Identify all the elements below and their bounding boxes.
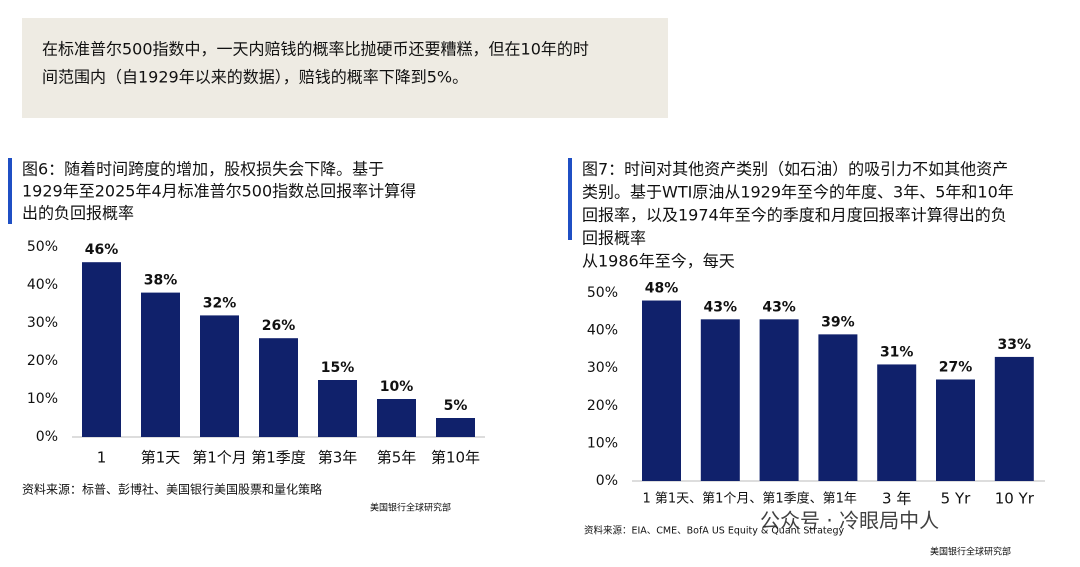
summary-box xyxy=(22,18,668,118)
bar xyxy=(318,380,357,437)
y-tick-label: 50% xyxy=(27,239,58,255)
x-tick-label: 第1个月 xyxy=(192,449,247,467)
chart-title: 类别。基于WTI原油从1929年至今的年度、3年、5年和10年 xyxy=(582,183,1014,202)
x-tick-label: 第1季度 xyxy=(251,449,306,467)
y-tick-label: 0% xyxy=(36,429,58,445)
credit: 美国银行全球研究部 xyxy=(370,502,451,514)
x-tick-label: 1 第1天、第1个月、第1季度、第1年 xyxy=(642,491,857,507)
y-tick-label: 40% xyxy=(587,323,618,339)
bar xyxy=(377,399,416,437)
data-label: 32% xyxy=(203,295,237,311)
bar xyxy=(642,300,681,481)
y-tick-label: 20% xyxy=(587,398,618,414)
source-note: 资料来源：标普、彭博社、美国银行美国股票和量化策略 xyxy=(22,482,322,497)
bar xyxy=(818,334,858,481)
accent-bar xyxy=(8,158,12,224)
chart-subtitle: 从1986年至今，每天 xyxy=(582,252,735,271)
y-tick-label: 10% xyxy=(587,435,618,451)
y-tick-label: 20% xyxy=(27,353,58,369)
bar xyxy=(936,379,975,481)
bar xyxy=(436,418,475,437)
data-label: 5% xyxy=(444,398,468,414)
data-label: 15% xyxy=(321,360,355,376)
data-label: 39% xyxy=(821,314,855,330)
x-tick-label: 5 Yr xyxy=(941,490,971,508)
y-tick-label: 10% xyxy=(27,391,58,407)
x-tick-label: 3 年 xyxy=(882,490,911,508)
chart-title: 图6：随着时间跨度的增加，股权损失会下降。基于 xyxy=(22,160,384,179)
accent-bar xyxy=(568,158,572,240)
data-label: 31% xyxy=(880,344,914,360)
bar xyxy=(759,319,799,481)
x-tick-label: 10 Yr xyxy=(995,490,1035,508)
credit: 美国银行全球研究部 xyxy=(930,546,1011,558)
data-label: 33% xyxy=(998,337,1032,353)
x-tick-label: 第3年 xyxy=(318,449,358,467)
chart-title: 回报概率 xyxy=(582,229,646,248)
chart-title: 出的负回报概率 xyxy=(22,204,134,223)
chart-title: 1929年至2025年4月标准普尔500指数总回报率计算得 xyxy=(22,182,416,201)
x-tick-label: 第10年 xyxy=(431,449,480,467)
source-note: 资料来源：EIA、CME、BofA US Equity & Quant Stra… xyxy=(584,525,844,537)
data-label: 43% xyxy=(762,299,796,315)
bar xyxy=(200,315,239,437)
x-tick-label: 第5年 xyxy=(377,449,417,467)
data-label: 48% xyxy=(645,281,679,297)
data-label: 26% xyxy=(262,318,296,334)
bar xyxy=(994,356,1034,481)
bar xyxy=(877,364,917,481)
y-tick-label: 40% xyxy=(27,277,58,293)
data-label: 27% xyxy=(939,359,973,375)
bar xyxy=(259,338,298,437)
data-label: 43% xyxy=(704,299,738,315)
x-tick-label: 第1天 xyxy=(141,449,181,467)
y-tick-label: 0% xyxy=(596,473,618,489)
chart-title: 回报率，以及1974年至今的季度和月度回报率计算得出的负 xyxy=(582,206,1007,225)
data-label: 46% xyxy=(85,242,119,258)
summary-line: 在标准普尔500指数中，一天内赔钱的概率比抛硬币还要糟糕，但在10年的时 xyxy=(42,40,589,59)
data-label: 38% xyxy=(144,273,178,289)
chart-title: 图7：时间对其他资产类别（如石油）的吸引力不如其他资产 xyxy=(582,160,1008,179)
bar xyxy=(700,319,740,481)
y-tick-label: 50% xyxy=(587,285,618,301)
bar xyxy=(82,262,121,437)
data-label: 10% xyxy=(380,379,414,395)
y-tick-label: 30% xyxy=(27,315,58,331)
watermark: 公众号 · 冷眼局中人 xyxy=(760,509,939,533)
x-tick-label: 1 xyxy=(97,449,107,467)
bar xyxy=(141,292,180,437)
summary-line: 间范围内（自1929年以来的数据），赔钱的概率下降到5%。 xyxy=(42,68,468,87)
y-tick-label: 30% xyxy=(587,360,618,376)
